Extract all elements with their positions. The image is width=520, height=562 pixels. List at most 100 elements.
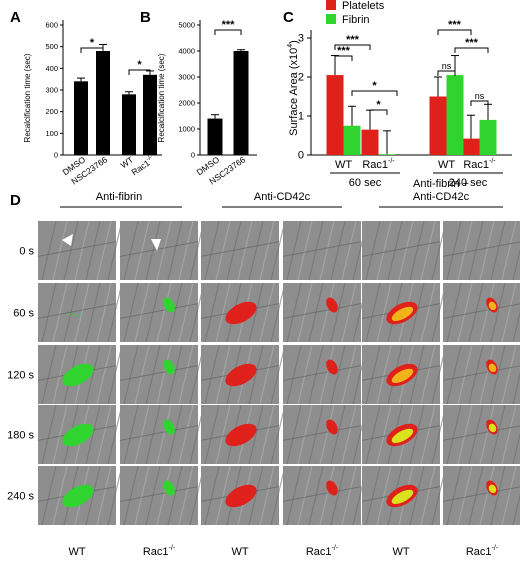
panel-d-streak-0-4-5: [420, 220, 436, 281]
panel-d-footer-5: Rac1-/-: [466, 545, 499, 558]
panel-d-cell-bg-1-5: [443, 283, 520, 342]
panel-d-vessel-edge-1-1: [119, 303, 199, 319]
panel-d-streak-2-2-6: [270, 344, 286, 405]
panel-d-footer-4: WT: [392, 546, 409, 558]
panel-d-cell-4-4: [361, 465, 447, 526]
panel-d-streak-2-1-0: [123, 344, 139, 405]
panel-d-streak-1-4-0: [365, 282, 381, 343]
panel-c-sig-7-label: ns: [475, 91, 485, 101]
panel-d-thrombus-2-1: [163, 359, 175, 375]
panel-d-streak-3-3-5: [341, 404, 357, 465]
panel-d-streak-3-5-4: [490, 404, 506, 465]
panel-d-cell-3-4: [361, 404, 447, 465]
panel-c-sig-4-label: ***: [448, 19, 462, 31]
panel-d-streak-2-3-5: [341, 344, 357, 405]
panel-c-timepoint-0: 60 sec: [349, 177, 382, 189]
panel-d-streak-2-5-1: [457, 344, 473, 405]
panel-d-thrombus-2-2: [225, 363, 257, 387]
panel-d-streak-2-3-0: [286, 344, 302, 405]
panel-c-sig-1-bracket: [334, 44, 371, 50]
panel-d-thrombus-overlap-3-5: [488, 423, 497, 433]
panel-d-footer-0: WT: [68, 546, 85, 558]
panel-c-sig-2-bracket: [351, 90, 398, 96]
panel-d-vessel-edge-0-3: [282, 241, 362, 257]
panel-d-vessel-edge-1-5: [442, 303, 520, 319]
panel-c-sig-0-label: ***: [337, 45, 351, 57]
panel-d-vessel-edge-3-5: [442, 425, 520, 441]
panel-c-sig-5-bracket: [437, 70, 456, 76]
panel-d-streak-1-5-1: [457, 282, 473, 343]
panel-d-streak-0-2-0: [204, 220, 220, 281]
panel-d-row-label-3: 180 s: [7, 430, 34, 442]
panel-a-sig-1-label: *: [137, 59, 142, 71]
panel-d-footer-3: Rac1-/-: [306, 545, 339, 558]
panel-d-streak-3-2-5: [259, 404, 275, 465]
panel-d-thrombus-3-3: [326, 419, 338, 435]
panel-d-streak-2-4-0: [365, 344, 381, 405]
panel-d-streak-1-0-3: [74, 282, 90, 343]
panel-b-sig-0-bracket: [214, 29, 242, 35]
panel-d-cell-1-2: [200, 282, 286, 343]
panel-d-streak-3-0-1: [52, 404, 68, 465]
panel-d-fibrin-speck-1-0-4: [79, 313, 81, 315]
panel-d-streak-3-1-4: [167, 404, 183, 465]
panel-d-streak-4-5-4: [490, 465, 506, 526]
panel-d-streak-0-0-5: [96, 220, 112, 281]
panel-b-ytick-label-0: 0: [191, 151, 195, 160]
panel-d-cell-2-3: [282, 344, 368, 405]
panel-d-fibrin-speck-1-0-2: [73, 313, 75, 315]
panel-d-cell-1-5: [442, 282, 520, 343]
panel-d-streak-1-1-3: [156, 282, 172, 343]
panel-a-ytick-label-5: 500: [45, 42, 58, 51]
panel-d-streak-1-3-3: [319, 282, 335, 343]
panel-d-streak-4-0-5: [96, 465, 112, 526]
panel-d-arrowhead-icon-1: [151, 239, 161, 251]
panel-d-streak-2-1-3: [156, 344, 172, 405]
panel-d-streak-4-0-0: [41, 465, 57, 526]
panel-d-streak-2-0-5: [96, 344, 112, 405]
panel-c-bar-0-3: [462, 138, 480, 155]
panel-d-thrombus-2-3: [326, 359, 338, 375]
panel-d-streak-1-1-1: [134, 282, 150, 343]
panel-d-streak-1-4-1: [376, 282, 392, 343]
panel-d-streak-1-2-1: [215, 282, 231, 343]
panel-d-cell-2-4: [361, 344, 447, 405]
panel-d-streak-4-2-1: [215, 465, 231, 526]
panel-d-streak-0-0-0: [41, 220, 57, 281]
panel-d-streak-4-5-6: [512, 492, 520, 526]
panel-d-streak-0-0-1: [52, 220, 68, 281]
panel-d-thrombus-4-0: [62, 484, 94, 508]
panel-d-thrombus-3-1: [163, 419, 175, 435]
panel-d-streak-4-4-5: [420, 465, 436, 526]
panel-c-sig-0-bracket: [334, 55, 353, 61]
panel-d-streak-0-2-3: [237, 220, 253, 281]
panel-d-streak-4-3-0: [286, 465, 302, 526]
panel-d-streak-3-4-5: [420, 404, 436, 465]
panel-d-streak-4-1-5: [178, 465, 194, 526]
panel-d-streak-3-0-6: [107, 404, 123, 465]
panel-d-streak-2-5-4: [490, 344, 506, 405]
panel-c-sig-5-label: ns: [442, 61, 452, 71]
panel-a-bar-3: [143, 74, 157, 155]
panel-d-cell-0-1: [119, 220, 205, 281]
panel-d-streak-1-3-1: [297, 282, 313, 343]
panel-c-ylabel-main: Surface Area (x10: [288, 48, 300, 136]
panel-b-ytick-label-4: 4000: [178, 47, 195, 56]
panel-d-streak-1-4-5: [420, 282, 436, 343]
panel-c-ytick-label-0: 0: [298, 150, 304, 162]
panel-c-ytick-label-1: 1: [298, 111, 304, 123]
panel-d-streak-0-1-0: [123, 220, 139, 281]
panel-a-bar-2: [122, 94, 136, 155]
panel-d-streak-1-1-5: [178, 282, 194, 343]
panel-d-fibrin-speck-1-0-3: [76, 315, 78, 317]
panel-d-vessel-edge-0-2: [200, 241, 280, 257]
panel-d-streak-0-3-5: [341, 220, 357, 281]
panel-d-thrombus-1-3: [326, 297, 338, 313]
panel-d-cell-1-1: [119, 282, 205, 343]
panel-c-bar-1-2: [446, 75, 464, 155]
panel-d-streak-2-3-3: [319, 344, 335, 405]
panel-d-vessel-edge-3-1: [119, 425, 199, 441]
panel-b-ytick-label-3: 3000: [178, 73, 195, 82]
